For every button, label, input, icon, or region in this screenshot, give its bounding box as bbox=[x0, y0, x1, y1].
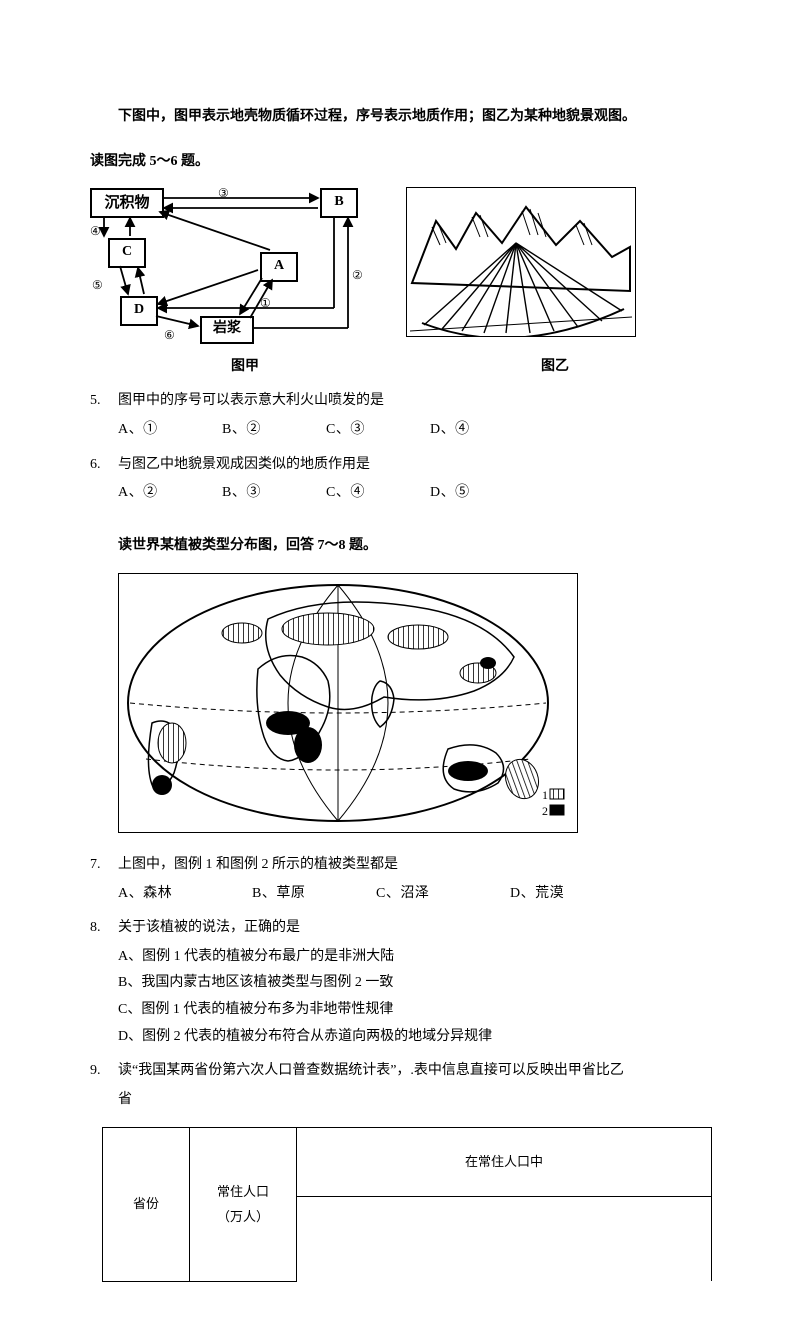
q5-opt-a: A、① bbox=[118, 417, 218, 444]
question-8: 8.关于该植被的说法，正确的是 bbox=[90, 915, 720, 942]
q6-opt-a: A、② bbox=[118, 480, 218, 507]
intro-1b: 读图完成 5～6 题。 bbox=[90, 149, 720, 176]
q8-opt-b: B、我国内蒙古地区该植被类型与图例 2 一致 bbox=[118, 970, 720, 997]
label-5: ⑤ bbox=[92, 274, 103, 297]
q9-text-a: 读“我国某两省份第六次人口普查数据统计表”，.表中信息直接可以反映出甲省比乙 bbox=[118, 1063, 624, 1078]
figure-row-1: 沉积物 B C A D 岩浆 bbox=[90, 187, 720, 348]
legend-1-label: 1 bbox=[542, 788, 548, 802]
th-resident: 在常住人口中 bbox=[297, 1128, 712, 1197]
q9-text-b: 省 bbox=[118, 1087, 720, 1114]
intro-2: 读世界某植被类型分布图，回答 7～8 题。 bbox=[90, 533, 720, 560]
q8-opt-a: A、图例 1 代表的植被分布最广的是非洲大陆 bbox=[118, 944, 720, 971]
caption-yi: 图乙 bbox=[400, 352, 710, 381]
q9-num: 9. bbox=[90, 1058, 118, 1085]
q7-num: 7. bbox=[90, 852, 118, 879]
worldmap-svg: 1 2 bbox=[118, 573, 578, 833]
q7-opt-c: C、沼泽 bbox=[376, 881, 506, 908]
arrows-svg bbox=[90, 188, 370, 348]
figure-yi bbox=[406, 187, 636, 348]
label-3: ③ bbox=[218, 182, 229, 205]
question-7: 7.上图中，图例 1 和图例 2 所示的植被类型都是 bbox=[90, 852, 720, 879]
question-5: 5.图甲中的序号可以表示意大利火山喷发的是 bbox=[90, 388, 720, 415]
q5-opt-d: D、④ bbox=[430, 417, 530, 444]
q6-num: 6. bbox=[90, 452, 118, 479]
q6-opt-b: B、③ bbox=[222, 480, 322, 507]
q6-opt-d: D、⑤ bbox=[430, 480, 530, 507]
th-population: 常住人口 （万人） bbox=[190, 1128, 297, 1282]
q6-text: 与图乙中地貌景观成因类似的地质作用是 bbox=[118, 457, 370, 472]
q5-num: 5. bbox=[90, 388, 118, 415]
q5-text: 图甲中的序号可以表示意大利火山喷发的是 bbox=[118, 393, 384, 408]
q8-num: 8. bbox=[90, 915, 118, 942]
label-6: ⑥ bbox=[164, 324, 175, 347]
th-province: 省份 bbox=[103, 1128, 190, 1282]
q7-text: 上图中，图例 1 和图例 2 所示的植被类型都是 bbox=[118, 857, 398, 872]
legend-2-label: 2 bbox=[542, 804, 548, 818]
question-9: 9.读“我国某两省份第六次人口普查数据统计表”，.表中信息直接可以反映出甲省比乙 bbox=[90, 1058, 720, 1085]
intro-1: 下图中，图甲表示地壳物质循环过程，序号表示地质作用；图乙为某种地貌景观图。 bbox=[90, 104, 720, 131]
question-6: 6.与图乙中地貌景观成因类似的地质作用是 bbox=[90, 452, 720, 479]
q8-text: 关于该植被的说法，正确的是 bbox=[118, 920, 300, 935]
landform-svg bbox=[406, 187, 636, 337]
q5-opt-c: C、③ bbox=[326, 417, 426, 444]
label-2: ② bbox=[352, 264, 363, 287]
q8-opt-d: D、图例 2 代表的植被分布符合从赤道向两极的地域分异规律 bbox=[118, 1024, 720, 1051]
label-1: ① bbox=[260, 292, 271, 315]
caption-jia: 图甲 bbox=[90, 352, 400, 381]
figure-worldmap: 1 2 bbox=[118, 573, 578, 844]
census-table: 省份 常住人口 （万人） 在常住人口中 bbox=[102, 1127, 712, 1282]
td-empty bbox=[297, 1197, 712, 1282]
q7-opt-b: B、草原 bbox=[252, 881, 372, 908]
label-4: ④ bbox=[90, 220, 101, 243]
q7-opt-a: A、森林 bbox=[118, 881, 248, 908]
q8-opt-c: C、图例 1 代表的植被分布多为非地带性规律 bbox=[118, 997, 720, 1024]
q6-opt-c: C、④ bbox=[326, 480, 426, 507]
figure-jia: 沉积物 B C A D 岩浆 bbox=[90, 188, 370, 348]
q5-opt-b: B、② bbox=[222, 417, 322, 444]
q7-opt-d: D、荒漠 bbox=[510, 881, 610, 908]
